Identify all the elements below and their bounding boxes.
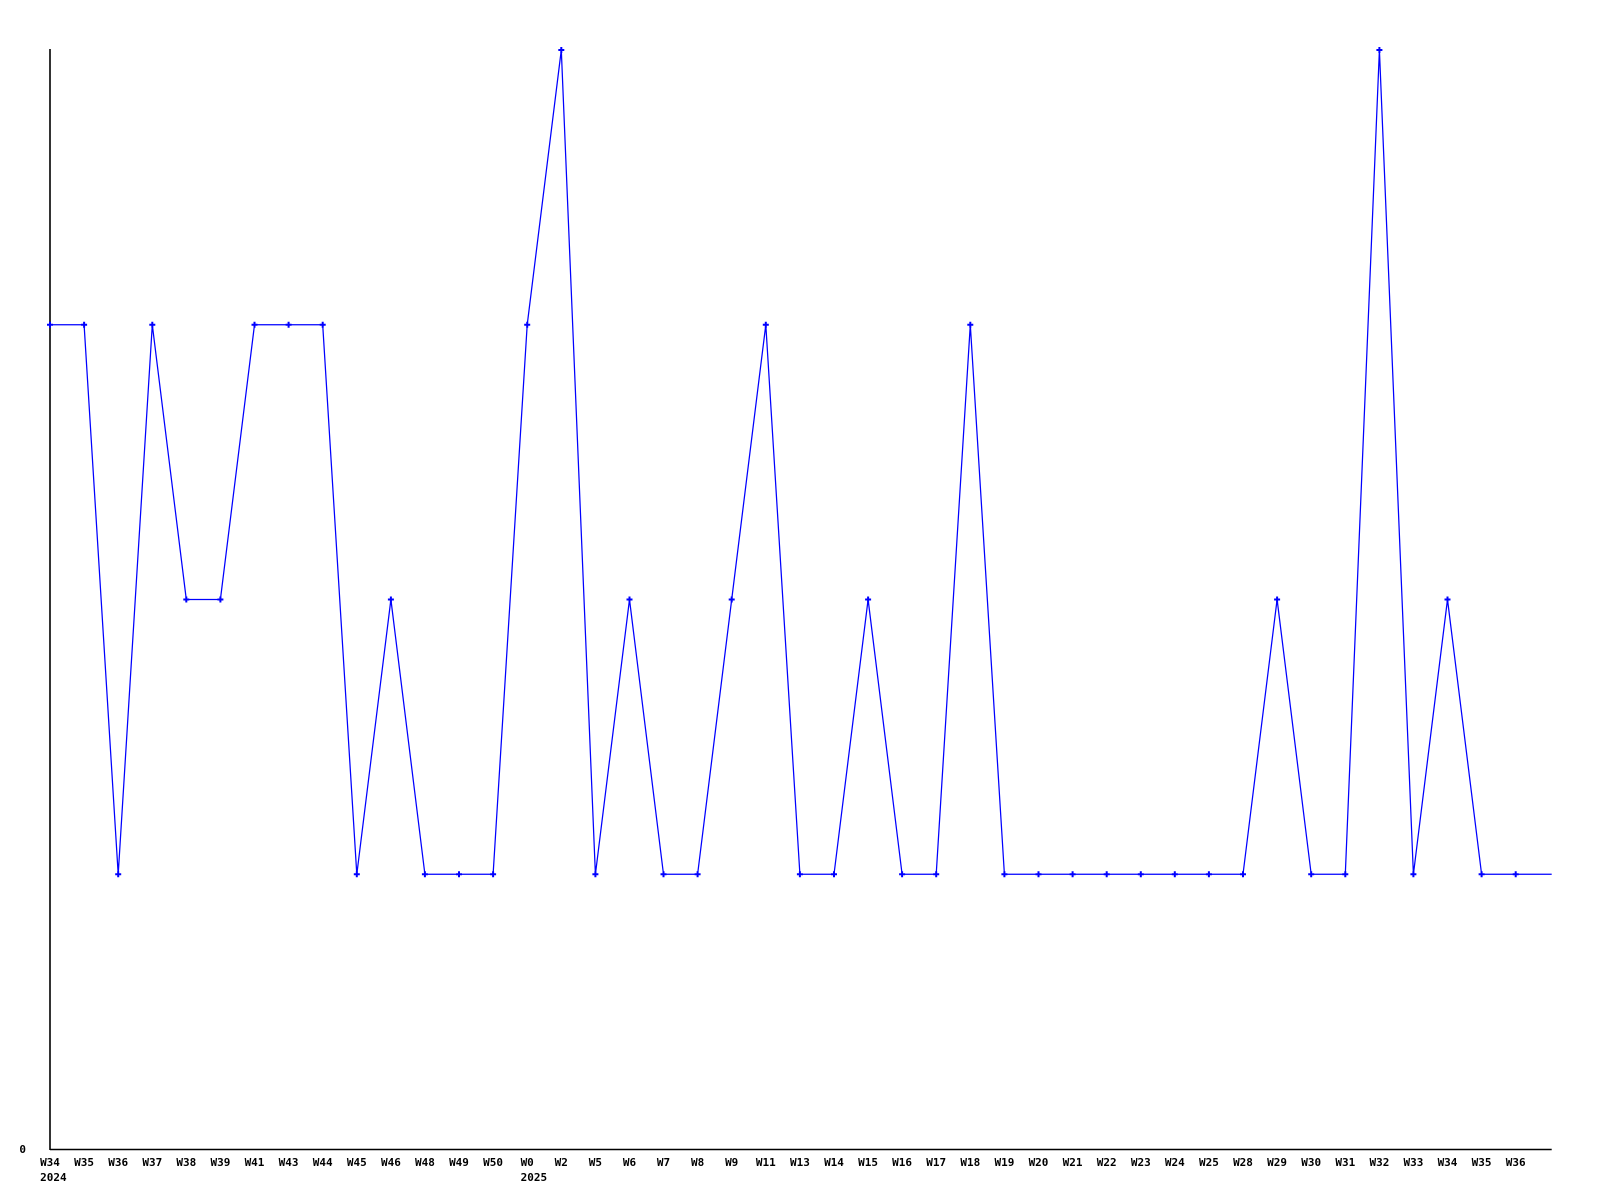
x-axis-week-label: W19: [994, 1156, 1014, 1169]
x-axis-week-label: W31: [1335, 1156, 1355, 1169]
x-axis-week-label: W35: [74, 1156, 94, 1169]
x-axis-week-label: W36: [1506, 1156, 1526, 1169]
x-axis-week-label: W28: [1233, 1156, 1253, 1169]
x-axis-week-label: W20: [1029, 1156, 1049, 1169]
x-axis-week-label: W49: [449, 1156, 469, 1169]
x-axis-week-label: W45: [347, 1156, 367, 1169]
x-axis-week-label: W17: [926, 1156, 946, 1169]
x-axis-week-label: W38: [176, 1156, 196, 1169]
x-axis-week-label: W0: [521, 1156, 534, 1169]
x-axis-week-label: W41: [245, 1156, 265, 1169]
x-axis-week-label: W13: [790, 1156, 810, 1169]
x-axis-week-label: W23: [1131, 1156, 1151, 1169]
x-axis-year-label: 2025: [521, 1171, 548, 1184]
x-axis-week-label: W8: [691, 1156, 704, 1169]
x-axis-week-label: W15: [858, 1156, 878, 1169]
x-axis-week-label: W5: [589, 1156, 602, 1169]
x-axis-week-label: W35: [1472, 1156, 1492, 1169]
x-axis-week-label: W37: [142, 1156, 162, 1169]
x-axis-year-label: 2024: [40, 1171, 67, 1184]
y-axis-tick-label: 0: [19, 1143, 26, 1156]
x-axis-week-label: W11: [756, 1156, 776, 1169]
x-axis-week-label: W2: [555, 1156, 568, 1169]
x-axis-week-label: W14: [824, 1156, 844, 1169]
data-series-line: [50, 49, 1552, 875]
x-axis-week-label: W7: [657, 1156, 670, 1169]
x-axis-week-label: W39: [210, 1156, 230, 1169]
x-axis-week-label: W22: [1097, 1156, 1117, 1169]
x-axis-week-label: W24: [1165, 1156, 1185, 1169]
x-axis-week-label: W6: [623, 1156, 637, 1169]
x-axis-week-label: W29: [1267, 1156, 1287, 1169]
x-axis-week-label: W30: [1301, 1156, 1321, 1169]
x-axis-week-label: W36: [108, 1156, 128, 1169]
x-axis-week-label: W43: [279, 1156, 299, 1169]
x-axis-week-label: W18: [960, 1156, 980, 1169]
x-axis-week-label: W34: [1438, 1156, 1458, 1169]
x-axis-week-label: W9: [725, 1156, 738, 1169]
x-axis-week-label: W33: [1403, 1156, 1423, 1169]
x-axis-week-label: W50: [483, 1156, 503, 1169]
x-axis-week-label: W32: [1369, 1156, 1389, 1169]
x-axis-week-label: W25: [1199, 1156, 1219, 1169]
x-axis-week-label: W34: [40, 1156, 60, 1169]
x-axis-week-label: W48: [415, 1156, 435, 1169]
data-point-markers: [47, 47, 1519, 878]
x-axis-week-label: W21: [1063, 1156, 1083, 1169]
x-axis-week-label: W46: [381, 1156, 401, 1169]
x-axis-week-label: W44: [313, 1156, 333, 1169]
x-axis-week-label: W16: [892, 1156, 912, 1169]
